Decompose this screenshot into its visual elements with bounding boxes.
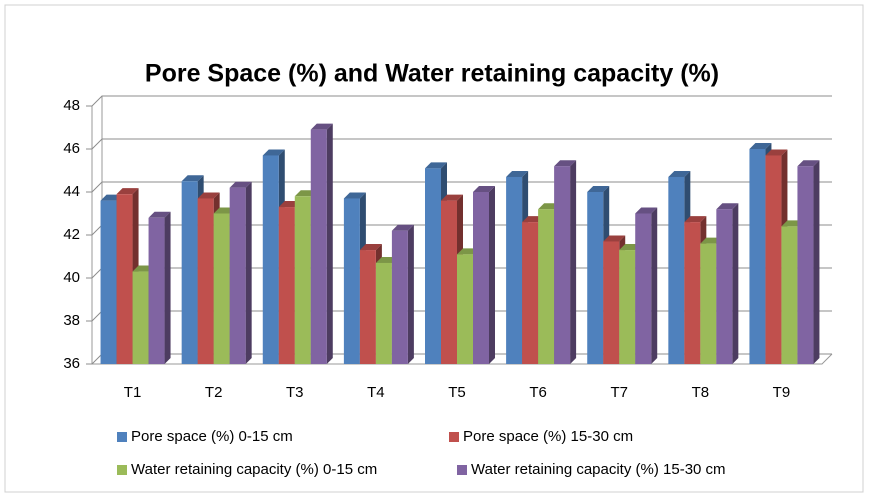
bar xyxy=(425,168,441,364)
bar-side xyxy=(570,160,577,364)
bar xyxy=(684,222,701,364)
bar xyxy=(473,192,489,364)
x-tick-label: T8 xyxy=(692,384,710,401)
bar-top xyxy=(668,170,691,177)
bar-top xyxy=(425,162,447,169)
bar xyxy=(716,209,733,364)
y-tick-label: 42 xyxy=(63,226,80,243)
y-tick-label: 48 xyxy=(63,97,80,114)
grid-line xyxy=(86,138,832,150)
bar-top xyxy=(765,149,788,156)
bar xyxy=(213,213,230,364)
bar-top xyxy=(229,181,252,188)
bar xyxy=(197,198,214,364)
legend-label: Water retaining capacity (%) 15-30 cm xyxy=(471,461,726,478)
legend-swatch xyxy=(117,432,127,442)
bar xyxy=(181,181,198,364)
x-tick-label: T9 xyxy=(773,384,791,401)
bar xyxy=(343,198,360,364)
bar-top xyxy=(310,123,333,130)
bar xyxy=(781,226,798,364)
legend-label: Pore space (%) 0-15 cm xyxy=(131,428,293,445)
bar-top xyxy=(684,216,707,223)
bar xyxy=(262,155,279,364)
y-tick-label: 38 xyxy=(63,312,80,329)
bar-top xyxy=(635,207,658,214)
x-tick-label: T4 xyxy=(367,384,385,401)
y-tick-label: 40 xyxy=(63,269,80,286)
bar xyxy=(132,271,149,364)
bar xyxy=(522,222,539,364)
bar-top xyxy=(441,194,463,201)
grid-line xyxy=(86,181,832,193)
bar-top xyxy=(262,149,285,156)
bar-side xyxy=(651,207,658,364)
x-tick-label: T6 xyxy=(529,384,547,401)
bar xyxy=(359,250,376,364)
x-tick-label: T2 xyxy=(205,384,223,401)
bar xyxy=(668,176,685,364)
bar xyxy=(375,262,392,364)
legend-swatch xyxy=(457,465,467,475)
bar-side xyxy=(407,224,414,364)
bar xyxy=(554,166,571,364)
bar-side xyxy=(732,203,739,364)
bar xyxy=(506,176,523,364)
bar-top xyxy=(716,203,739,210)
bar xyxy=(749,149,766,364)
bar-top xyxy=(343,192,366,199)
bar-top xyxy=(391,224,414,231)
bar xyxy=(229,187,246,364)
y-tick-label: 46 xyxy=(63,140,80,157)
bar xyxy=(294,196,311,364)
bar-top xyxy=(116,188,139,195)
bar-side xyxy=(813,160,820,364)
bar-side xyxy=(489,186,495,364)
bar xyxy=(603,241,620,364)
bar xyxy=(148,217,165,364)
bar xyxy=(619,250,636,364)
grid-line xyxy=(86,95,832,107)
legend-swatch xyxy=(117,465,127,475)
bar xyxy=(441,200,457,364)
x-tick-label: T3 xyxy=(286,384,304,401)
bar-top xyxy=(797,160,820,167)
x-tick-label: T1 xyxy=(124,384,142,401)
bar xyxy=(765,155,782,364)
bar-top xyxy=(148,211,171,218)
bar-top xyxy=(749,143,772,149)
bar-top xyxy=(603,235,626,242)
bar-top xyxy=(554,160,577,167)
bar-top xyxy=(359,244,382,251)
x-tick-label: T5 xyxy=(448,384,466,401)
bar-side xyxy=(164,211,171,364)
bar xyxy=(700,243,717,364)
bar xyxy=(116,194,133,364)
y-tick-label: 36 xyxy=(63,355,80,372)
bar-side xyxy=(245,181,252,364)
bar xyxy=(587,192,604,364)
bar-top xyxy=(506,170,529,177)
bar xyxy=(635,213,652,364)
bar xyxy=(391,230,408,364)
legend-label: Water retaining capacity (%) 0-15 cm xyxy=(131,461,377,478)
bar xyxy=(278,207,295,364)
chart-title: Pore Space (%) and Water retaining capac… xyxy=(145,60,719,88)
bar xyxy=(538,209,555,364)
bar xyxy=(100,200,117,364)
bar-top xyxy=(181,175,204,182)
bar-side xyxy=(326,123,333,365)
bar-top xyxy=(473,186,495,192)
bar xyxy=(457,254,473,364)
bar-top xyxy=(587,186,610,192)
legend-label: Pore space (%) 15-30 cm xyxy=(463,428,633,445)
grid-line xyxy=(86,224,832,236)
y-tick-label: 44 xyxy=(63,183,80,200)
legend-swatch xyxy=(449,432,459,442)
bar-top xyxy=(197,192,220,199)
x-tick-label: T7 xyxy=(610,384,628,401)
bar xyxy=(797,166,814,364)
bar xyxy=(310,129,327,364)
